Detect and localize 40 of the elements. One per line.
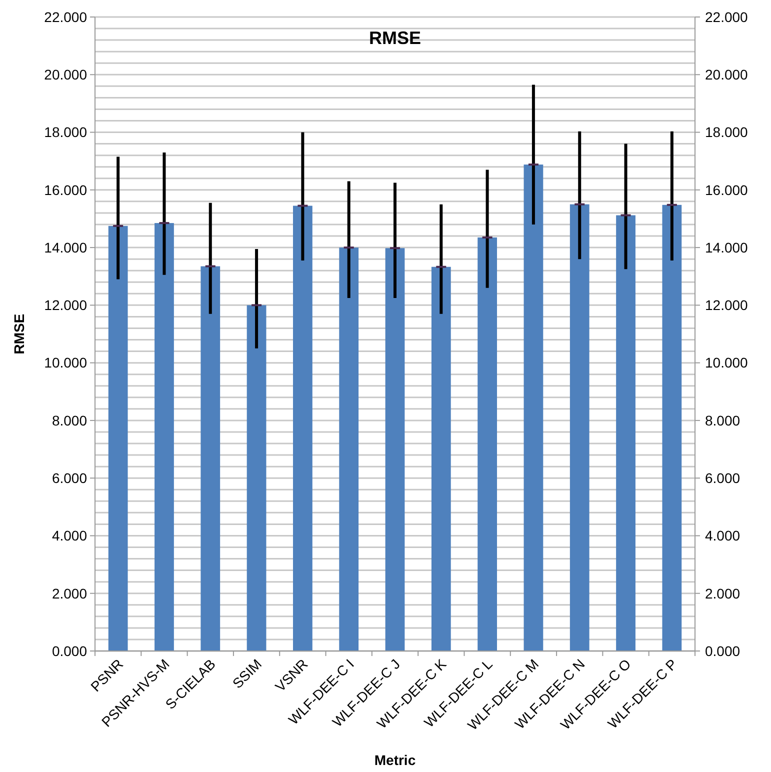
bar bbox=[662, 204, 682, 651]
y-axis-title: RMSE bbox=[11, 314, 27, 354]
bar bbox=[478, 237, 497, 651]
bar bbox=[339, 248, 359, 651]
bar bbox=[200, 266, 220, 651]
bar bbox=[108, 226, 128, 651]
y-tick-label: 18.000 bbox=[44, 124, 88, 140]
bar bbox=[293, 206, 312, 651]
text: RMSE bbox=[368, 28, 422, 48]
y-tick-label: 12.000 bbox=[44, 297, 88, 314]
y-tick-label: 4.000 bbox=[52, 528, 88, 544]
bar bbox=[431, 266, 451, 651]
y2-tick-label: 4.000 bbox=[705, 528, 740, 544]
y2-tick-label: 18.000 bbox=[705, 124, 748, 140]
y2-tick-label: 6.000 bbox=[705, 470, 740, 486]
x-axis-title: Metric bbox=[374, 752, 416, 768]
y2-tick-label: 0.000 bbox=[705, 642, 740, 659]
y-tick-label: 22.000 bbox=[44, 8, 88, 25]
y-tick-label: 10.000 bbox=[44, 354, 88, 371]
y-tick-label: 16.000 bbox=[44, 182, 88, 198]
y-tick-label: 6.000 bbox=[52, 470, 88, 486]
y2-tick-label: 12.000 bbox=[705, 297, 748, 314]
y2-tick-label: 20.000 bbox=[705, 66, 748, 83]
y-tick-label: 0.000 bbox=[52, 642, 88, 659]
y-tick-label: 2.000 bbox=[52, 585, 88, 602]
bar bbox=[616, 215, 636, 651]
bar bbox=[246, 305, 266, 651]
bar bbox=[524, 164, 544, 651]
bar bbox=[570, 204, 590, 651]
y2-tick-label: 16.000 bbox=[705, 182, 748, 198]
y2-tick-label: 2.000 bbox=[705, 585, 740, 602]
bar bbox=[154, 223, 174, 651]
y-tick-label: 20.000 bbox=[44, 66, 88, 83]
y-tick-label: 14.000 bbox=[44, 239, 88, 256]
y-tick-label: 8.000 bbox=[52, 412, 88, 428]
y2-tick-label: 14.000 bbox=[705, 239, 748, 256]
y2-tick-label: 10.000 bbox=[705, 354, 748, 371]
bar bbox=[385, 248, 405, 651]
y2-tick-label: 8.000 bbox=[705, 412, 740, 428]
y2-tick-label: 22.000 bbox=[705, 8, 748, 25]
